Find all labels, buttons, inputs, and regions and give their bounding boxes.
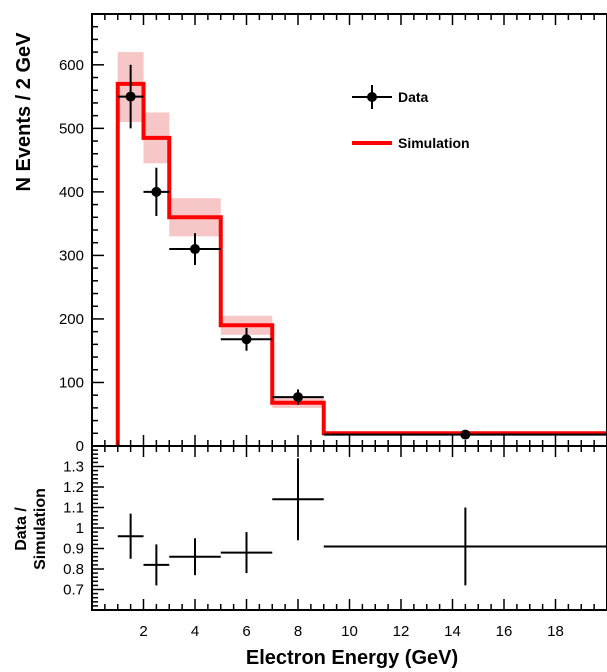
ratio-y-axis-title-line1: Data / <box>13 507 30 551</box>
ratio-y-tick-label: 1.1 <box>63 500 84 517</box>
x-tick-label: 6 <box>242 623 250 640</box>
legend-entry-data: Data <box>352 85 429 109</box>
ratio-y-axis-title-line2: Simulation <box>32 488 49 570</box>
x-tick-label: 14 <box>444 623 461 640</box>
ratio-y-tick-label: 0.9 <box>63 541 84 558</box>
main-panel: 0 100 200 300 400 500 600 <box>59 13 607 455</box>
legend-entry-simulation: Simulation <box>352 135 470 151</box>
ratio-y-tick-label: 1 <box>76 520 84 537</box>
main-y-tick-label: 600 <box>59 57 84 74</box>
main-y-tick-label: 200 <box>59 311 84 328</box>
x-tick-label: 4 <box>191 623 199 640</box>
data-point-0 <box>125 91 136 102</box>
simulation-histogram <box>115 81 607 446</box>
ratio-panel: 0.7 0.8 0.9 1 1.1 1.2 1.3 2 4 6 8 10 12 14 16 18 <box>63 445 607 640</box>
data-point-5 <box>460 429 471 440</box>
main-y-tick-label: 100 <box>59 374 84 391</box>
legend-data-marker <box>367 92 377 102</box>
ratio-y-tick-label: 0.8 <box>63 561 84 578</box>
x-tick-label: 16 <box>496 623 513 640</box>
main-y-axis-title: N Events / 2 GeV <box>13 32 35 192</box>
main-y-tick-label: 400 <box>59 184 84 201</box>
legend-data-label: Data <box>398 89 429 105</box>
x-tick-label: 12 <box>393 623 410 640</box>
x-axis-title: Electron Energy (GeV) <box>246 647 458 669</box>
data-point-2 <box>190 244 200 255</box>
data-point-1 <box>151 186 162 197</box>
main-y-tick-label: 500 <box>59 120 84 137</box>
ratio-y-tick-label: 0.7 <box>63 582 84 599</box>
ratio-frame <box>91 445 607 611</box>
ratio-y-tick-label: 1.2 <box>63 479 84 496</box>
x-tick-label: 8 <box>294 623 302 640</box>
legend: Data Simulation <box>352 85 470 151</box>
data-point-4 <box>293 392 303 403</box>
legend-simulation-label: Simulation <box>398 135 470 151</box>
data-point-3 <box>241 334 252 345</box>
x-tick-label: 10 <box>341 623 358 640</box>
main-y-tick-label: 0 <box>76 438 84 455</box>
x-tick-label: 2 <box>139 623 147 640</box>
main-y-tick-label: 300 <box>59 247 84 264</box>
x-tick-label: 18 <box>547 623 564 640</box>
ratio-y-tick-label: 1.3 <box>63 459 84 476</box>
